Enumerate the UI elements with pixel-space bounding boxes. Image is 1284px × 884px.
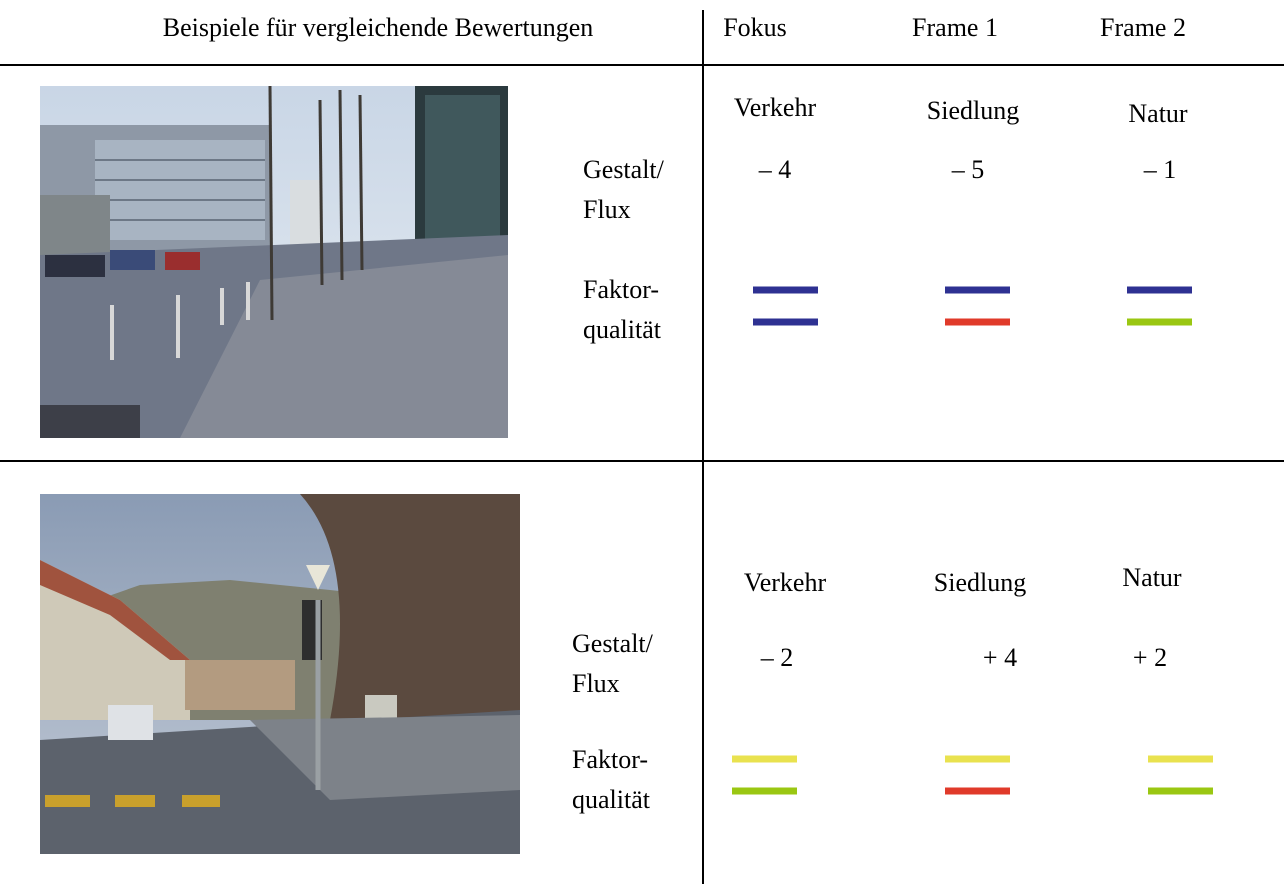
row-label: Faktor- (583, 275, 659, 304)
row-label: qualität (572, 785, 651, 814)
page: Beispiele für vergleichende Bewertungen … (0, 0, 1284, 884)
quality-bar (1148, 788, 1213, 795)
category-label: Siedlung (934, 568, 1026, 597)
row-label: Gestalt/ (583, 155, 665, 184)
category-label: Siedlung (927, 96, 1019, 125)
quality-bar (732, 788, 797, 795)
column-header: Fokus (723, 13, 787, 42)
quality-bar (753, 287, 818, 294)
quality-bar (945, 319, 1010, 326)
category-label: Verkehr (744, 568, 827, 597)
row-label: Flux (572, 669, 620, 698)
column-header: Frame 1 (912, 13, 998, 42)
document: Beispiele für vergleichende Bewertungen … (0, 0, 1284, 884)
quality-bar (1148, 756, 1213, 763)
score: – 1 (1143, 155, 1177, 184)
row-label: Flux (583, 195, 631, 224)
score: – 5 (951, 155, 985, 184)
category-label: Verkehr (734, 93, 817, 122)
score: + 4 (983, 643, 1017, 672)
category-label: Natur (1128, 99, 1188, 128)
score: – 4 (758, 155, 792, 184)
quality-bar (753, 319, 818, 326)
quality-bar (945, 788, 1010, 795)
quality-bar (1127, 287, 1192, 294)
column-header: Frame 2 (1100, 13, 1186, 42)
header-title: Beispiele für vergleichende Bewertungen (163, 13, 594, 42)
quality-bar (945, 287, 1010, 294)
row-label: Gestalt/ (572, 629, 654, 658)
quality-bar (732, 756, 797, 763)
row-label: Faktor- (572, 745, 648, 774)
quality-bar (945, 756, 1010, 763)
score: + 2 (1133, 643, 1167, 672)
score: – 2 (760, 643, 794, 672)
row-label: qualität (583, 315, 662, 344)
photo (40, 86, 508, 438)
category-label: Natur (1122, 563, 1182, 592)
photo (40, 494, 520, 854)
quality-bar (1127, 319, 1192, 326)
